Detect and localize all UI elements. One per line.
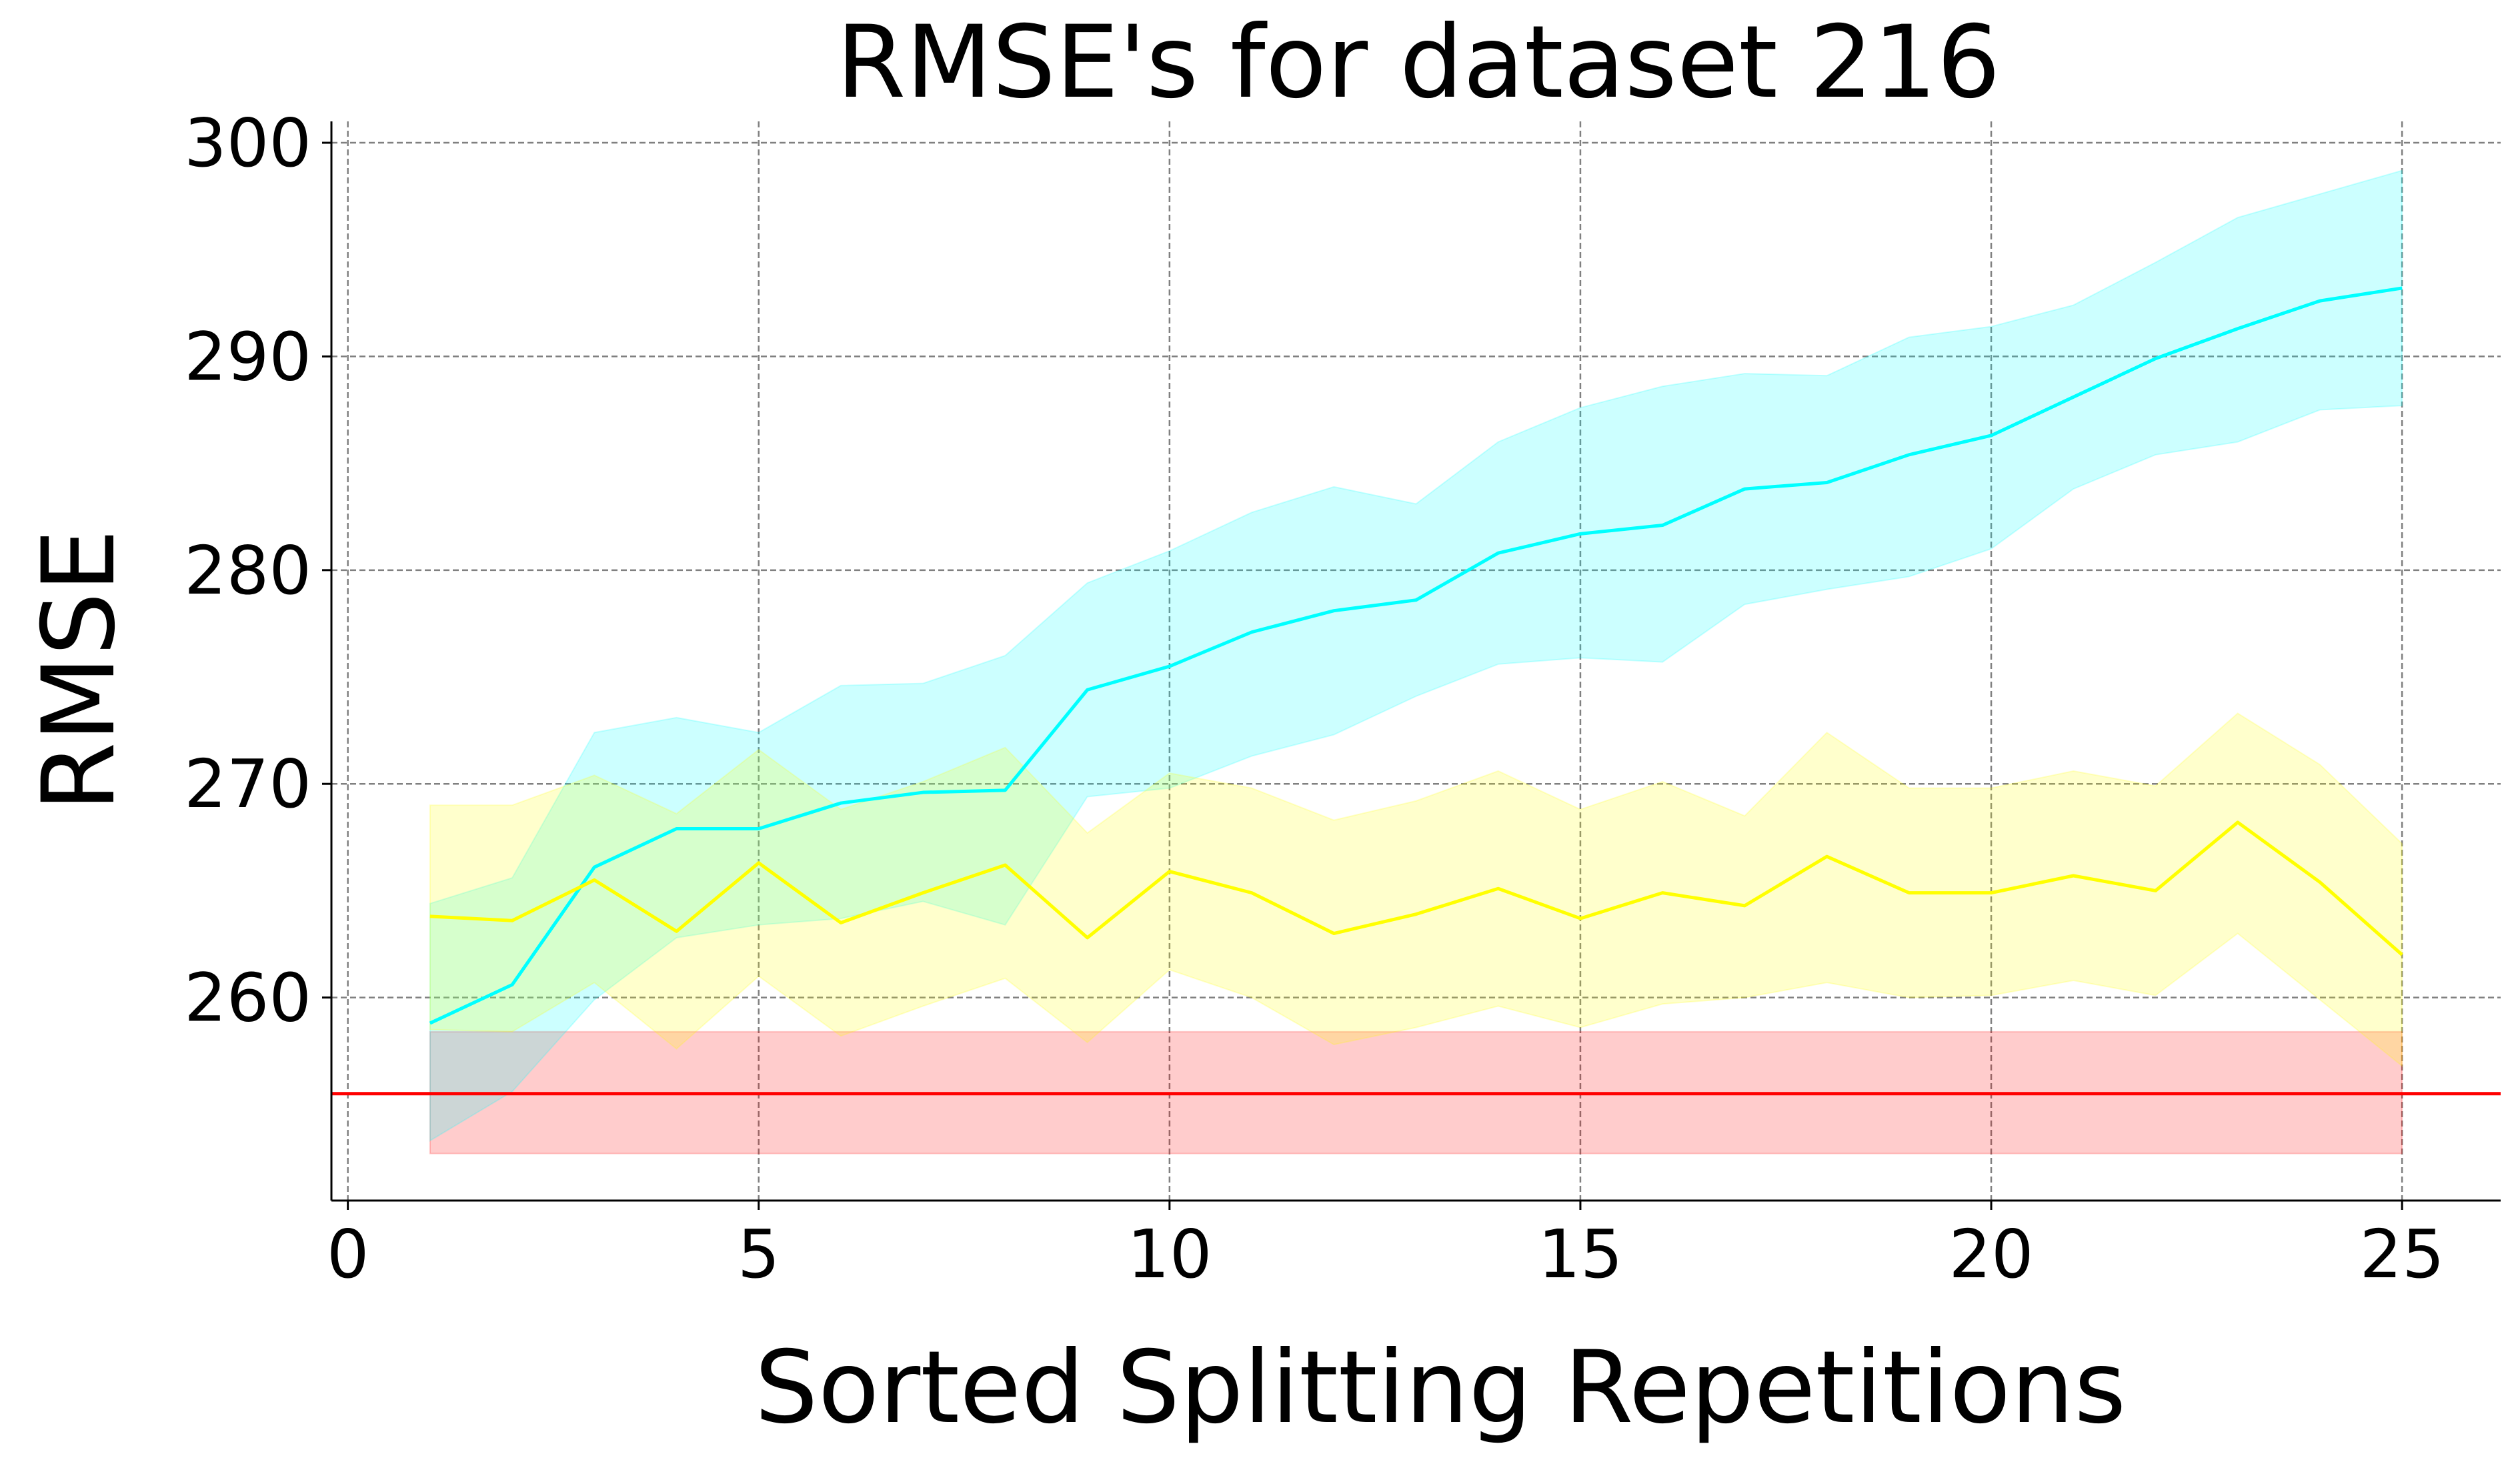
y-ticks: 260 270 280 290 300 (184, 104, 331, 1037)
y-tick-label: 300 (184, 104, 311, 182)
x-tick-label: 5 (738, 1215, 780, 1293)
x-axis-label: Sorted Splitting Repetitions (755, 1330, 2127, 1446)
y-axis-label: RMSE (21, 529, 137, 812)
x-tick-label: 15 (1538, 1215, 1622, 1293)
series-lines (331, 286, 2501, 1096)
grid (331, 121, 2501, 1201)
y-tick-label: 290 (184, 317, 311, 396)
x-tick-label: 20 (1949, 1215, 2033, 1293)
series-line-1 (429, 286, 2403, 1025)
series-band-1 (429, 169, 2403, 1143)
y-tick-label: 280 (184, 532, 311, 610)
y-tick-label: 270 (184, 745, 311, 823)
x-tick-label: 25 (2360, 1215, 2445, 1293)
y-tick-label: 260 (184, 959, 311, 1037)
x-tick-label: 0 (327, 1215, 369, 1293)
series-band-2 (429, 712, 2403, 1068)
chart-title: RMSE's for dataset 216 (836, 5, 2001, 121)
series-line-2 (429, 820, 2403, 956)
axes (330, 121, 2501, 1202)
x-ticks: 0 5 10 15 20 25 (327, 1201, 2445, 1293)
x-tick-label: 10 (1127, 1215, 1212, 1293)
